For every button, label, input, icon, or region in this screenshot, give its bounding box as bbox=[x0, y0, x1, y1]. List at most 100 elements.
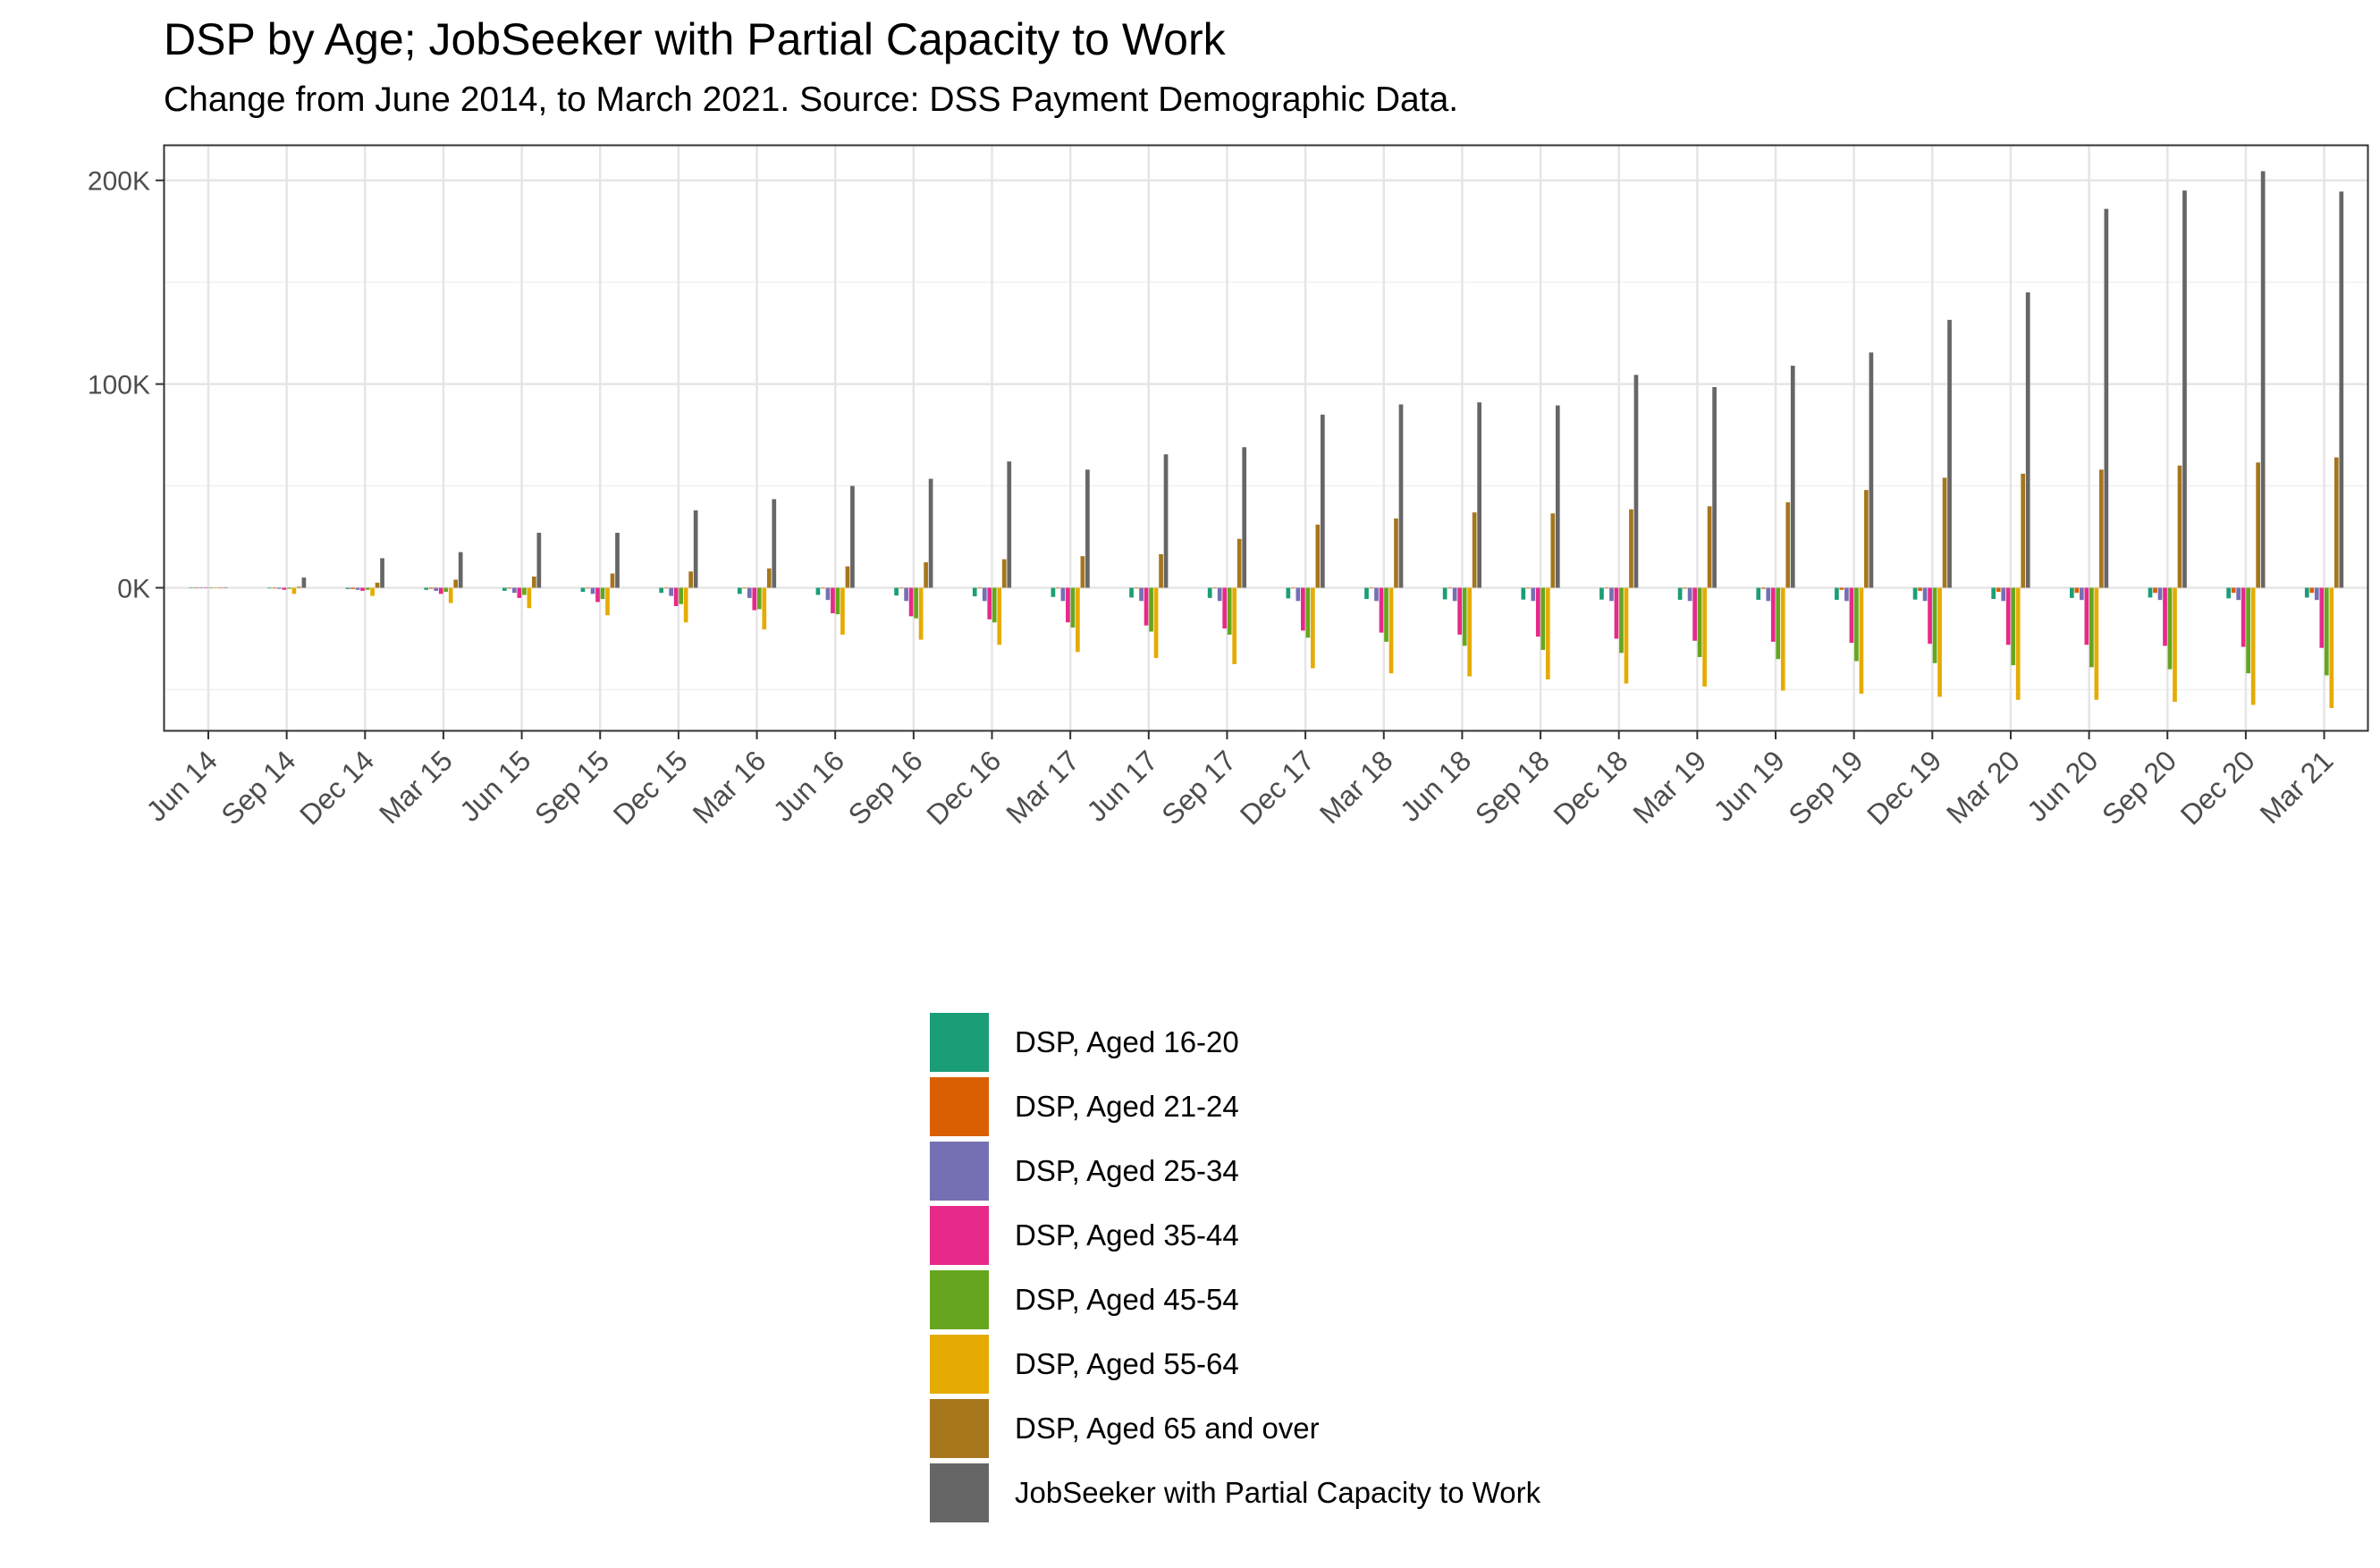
bar bbox=[2021, 473, 2026, 588]
bar bbox=[825, 587, 831, 601]
bar bbox=[840, 587, 845, 635]
bar bbox=[208, 587, 214, 588]
x-tick-label: Sep 14 bbox=[215, 744, 301, 830]
bar bbox=[742, 587, 747, 589]
bar bbox=[2246, 587, 2250, 674]
bar bbox=[1369, 587, 1374, 589]
bar bbox=[380, 558, 384, 588]
legend-swatch bbox=[930, 1142, 989, 1201]
legend-label: DSP, Aged 21-24 bbox=[1015, 1090, 1239, 1123]
bar bbox=[1702, 587, 1707, 687]
bar bbox=[2236, 587, 2241, 601]
bar bbox=[1080, 556, 1085, 588]
bar bbox=[438, 587, 443, 594]
bar bbox=[1707, 506, 1712, 588]
legend-item: DSP, Aged 55-64 bbox=[930, 1335, 1734, 1399]
bar bbox=[223, 587, 228, 588]
bar bbox=[2157, 587, 2163, 601]
bar bbox=[1364, 587, 1369, 600]
x-tick-label: Jun 15 bbox=[453, 744, 536, 827]
bar bbox=[2241, 587, 2246, 647]
bar bbox=[512, 587, 517, 594]
x-tick-label: Jun 19 bbox=[1708, 744, 1791, 827]
bar bbox=[762, 587, 767, 630]
bar bbox=[1996, 587, 2001, 593]
bar bbox=[1242, 447, 1247, 588]
bar bbox=[2334, 457, 2339, 588]
bar bbox=[2001, 587, 2006, 602]
bar bbox=[2070, 587, 2074, 598]
legend-label: DSP, Aged 25-34 bbox=[1015, 1154, 1239, 1187]
bar bbox=[1937, 587, 1942, 697]
x-tick-label: Mar 15 bbox=[373, 744, 459, 830]
bar bbox=[1374, 587, 1379, 602]
x-tick-label: Dec 19 bbox=[1861, 744, 1947, 830]
bar bbox=[434, 587, 439, 591]
bar bbox=[2104, 208, 2109, 588]
bar bbox=[1550, 513, 1556, 588]
bar bbox=[1692, 587, 1697, 641]
bar bbox=[610, 573, 615, 588]
bar bbox=[527, 587, 532, 609]
bar bbox=[1056, 587, 1060, 589]
bar bbox=[1912, 587, 1918, 600]
bar bbox=[1922, 587, 1928, 602]
bar bbox=[756, 587, 762, 610]
x-tick-label: Sep 18 bbox=[1469, 744, 1556, 830]
bar bbox=[1305, 587, 1311, 638]
bar bbox=[1001, 559, 1007, 588]
bar bbox=[1991, 587, 1996, 600]
x-tick-label: Sep 19 bbox=[1782, 744, 1869, 830]
bar bbox=[1697, 587, 1702, 657]
bar bbox=[2084, 587, 2089, 645]
bar bbox=[1540, 587, 1546, 650]
bar bbox=[297, 586, 301, 588]
x-tick-label: Dec 17 bbox=[1234, 744, 1321, 830]
bar bbox=[1633, 375, 1639, 588]
bar bbox=[532, 576, 536, 588]
legend-label: DSP, Aged 45-54 bbox=[1015, 1283, 1239, 1316]
bar bbox=[1007, 461, 1012, 588]
bar bbox=[821, 587, 825, 589]
bar bbox=[1291, 587, 1295, 589]
bar bbox=[1942, 477, 1947, 588]
bar bbox=[1236, 538, 1242, 588]
legend-swatch bbox=[930, 1077, 989, 1136]
y-tick-label: 0K bbox=[117, 574, 150, 603]
x-tick-label: Dec 14 bbox=[293, 744, 380, 830]
bar bbox=[218, 587, 224, 588]
bar bbox=[291, 587, 297, 594]
bar bbox=[1134, 587, 1139, 589]
x-tick-label: Jun 16 bbox=[767, 744, 850, 827]
bar bbox=[1864, 490, 1869, 588]
bar bbox=[2173, 587, 2177, 703]
bar bbox=[1525, 587, 1531, 589]
bar bbox=[1207, 587, 1212, 598]
bar bbox=[198, 587, 204, 588]
bar bbox=[1149, 587, 1153, 632]
bar bbox=[1780, 587, 1785, 691]
bar bbox=[2324, 587, 2329, 676]
x-tick-label: Dec 18 bbox=[1547, 744, 1633, 830]
x-tick-label: Mar 19 bbox=[1626, 744, 1712, 830]
bar bbox=[2260, 171, 2266, 588]
legend-item: DSP, Aged 35-44 bbox=[930, 1206, 1734, 1270]
bar bbox=[679, 587, 683, 604]
bar bbox=[766, 568, 772, 588]
bar bbox=[365, 587, 370, 590]
bar bbox=[355, 587, 360, 590]
x-tick-label: Dec 16 bbox=[920, 744, 1007, 830]
legend-label: DSP, Aged 16-20 bbox=[1015, 1025, 1239, 1058]
bar bbox=[2309, 587, 2315, 594]
bar bbox=[375, 582, 380, 588]
bar bbox=[213, 587, 218, 588]
bar bbox=[659, 587, 663, 594]
bar bbox=[1918, 587, 1922, 591]
bar bbox=[1398, 404, 1404, 588]
bar bbox=[2226, 587, 2231, 599]
bar bbox=[1629, 509, 1633, 588]
bar bbox=[972, 587, 977, 597]
bar bbox=[835, 587, 840, 615]
bar bbox=[1521, 587, 1526, 600]
x-tick-label: Jun 20 bbox=[2021, 744, 2104, 827]
